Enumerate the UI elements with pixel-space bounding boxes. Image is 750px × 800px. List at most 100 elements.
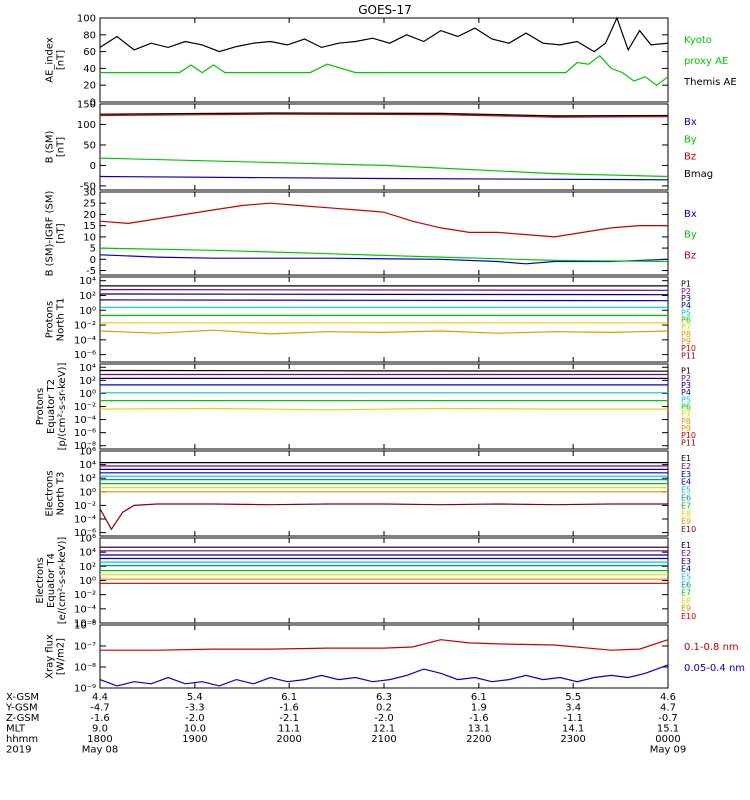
legend-e2: E2 [681, 549, 691, 558]
legend-e10: E10 [681, 612, 696, 621]
panel-4: 10⁻⁶ 10⁻⁴ 10⁻² 10⁰ 10² 10⁴ Protons North T1 P1P2… [45, 276, 696, 363]
y-tick-label: 10⁻² [74, 402, 96, 413]
y-tick-label: -5 [86, 266, 96, 277]
y-tick-label: 20 [83, 210, 96, 221]
x-axis-row-value: 13.1 [468, 724, 490, 735]
legend-p11: P11 [681, 351, 696, 360]
y-tick-label: 10⁻⁴ [74, 335, 96, 346]
y-axis-label: [nT] [56, 50, 67, 70]
series-line-by [99, 157, 669, 178]
y-tick-label: 10⁶ [79, 447, 96, 458]
panel-5: 10⁻⁸ 10⁻⁶ 10⁻⁴ 10⁻² 10⁰ 10² 10⁴ Protons Equator … [35, 363, 696, 453]
y-tick-label: 5 [90, 244, 96, 255]
x-axis-row-value: -2.1 [279, 713, 299, 724]
legend-e1: E1 [681, 541, 691, 550]
legend-bz: Bz [684, 250, 696, 261]
x-axis-row-value: -1.1 [563, 713, 583, 724]
panel-2: -50 0 50 100 150 B (SM) [nT] Bx By Bz Bmag [45, 100, 714, 193]
legend-p8: P8 [681, 330, 691, 339]
x-axis-row-value: -1.6 [90, 713, 110, 724]
legend-e9: E9 [681, 604, 691, 613]
panel-frame [99, 624, 669, 689]
legend-p11: P11 [681, 438, 696, 447]
legend-e3: E3 [681, 557, 691, 566]
series-line-p7 [99, 407, 668, 411]
series-line-kyoto-proxy-ae [100, 54, 669, 86]
y-tick-label: 10² [79, 474, 96, 485]
y-tick-label: 10⁻² [74, 321, 96, 332]
legend-themis-ae: Themis AE [683, 77, 737, 88]
legend-p6: P6 [681, 316, 691, 325]
x-axis-row-label: MLT [6, 724, 26, 735]
y-tick-label: 10⁻² [74, 590, 96, 601]
chart-title: GOES-17 [358, 3, 412, 17]
x-axis-row-value: 10.0 [184, 724, 206, 735]
x-axis-row-value: 6.1 [281, 692, 297, 703]
panel-1: 0 20 40 60 80 100 AE_index [nT] Kyoto proxy AE The… [45, 14, 737, 109]
y-axis-label: Equator T2 [46, 379, 57, 434]
x-axis-row-value: May 09 [650, 745, 687, 756]
x-axis-row-value: -0.7 [658, 713, 678, 724]
x-axis-row-value: 2200 [466, 734, 491, 745]
x-axis-row-value: -2.0 [185, 713, 205, 724]
x-axis-row-value: 12.1 [373, 724, 395, 735]
y-tick-label: 25 [83, 199, 96, 210]
legend-p10: P10 [681, 344, 696, 353]
legend-bx: Bx [684, 117, 697, 128]
y-axis-label: B (SM)-IGRF (SM) [45, 191, 56, 277]
y-tick-label: 10⁰ [79, 306, 96, 317]
y-tick-label: 10⁻⁴ [74, 604, 96, 615]
y-tick-label: 10² [79, 291, 96, 302]
y-tick-label: 10⁻⁶ [74, 350, 96, 361]
x-axis-row-value: 5.5 [565, 692, 581, 703]
y-tick-label: 15 [83, 221, 96, 232]
series-line-bz [99, 202, 668, 238]
series-line-bz [99, 113, 669, 118]
x-axis-row-value: 1800 [87, 734, 112, 745]
y-tick-label: 10⁻² [74, 501, 96, 512]
y-tick-label: 10⁻⁷ [74, 642, 96, 653]
x-axis-row-value: 2000 [276, 734, 301, 745]
series-line-bx [99, 175, 669, 181]
legend-e6: E6 [681, 580, 691, 589]
series-line-p1 [99, 369, 669, 372]
y-axis-label: Protons [35, 388, 46, 425]
legend-e5: E5 [681, 486, 691, 495]
legend-p2: P2 [681, 287, 691, 296]
legend-e4: E4 [681, 478, 691, 487]
legend-p2: P2 [681, 374, 691, 383]
x-axis-row-value: 1900 [182, 734, 207, 745]
x-axis-row-value: 0000 [655, 734, 680, 745]
y-tick-label: 80 [83, 30, 96, 41]
y-tick-label: 10⁰ [79, 576, 96, 587]
legend-p9: P9 [681, 337, 691, 346]
y-tick-label: 10² [79, 562, 96, 573]
y-tick-label: 10² [79, 376, 96, 387]
x-axis-row-value: -4.7 [90, 703, 110, 714]
y-tick-label: 10⁻⁶ [74, 619, 96, 630]
series-line-0-05-0-4-nm [99, 664, 669, 687]
y-tick-label: 10⁶ [79, 534, 96, 545]
legend-by: By [684, 134, 697, 145]
legend-e8: E8 [681, 596, 691, 605]
x-axis-row-value: -3.3 [185, 703, 205, 714]
x-axis-row-value: 0.2 [376, 703, 392, 714]
panel-frame [99, 17, 669, 103]
series-line-p3 [99, 293, 669, 296]
series-line-e10 [99, 503, 668, 531]
y-axis-label: Electrons [45, 470, 56, 516]
x-axis-row-value: 1.9 [471, 703, 487, 714]
legend-p1: P1 [681, 280, 691, 289]
y-axis-label: Protons [45, 301, 56, 338]
legend-bmag: Bmag [684, 169, 713, 180]
y-tick-label: 10⁻⁴ [74, 415, 96, 426]
legend-e9: E9 [681, 517, 691, 526]
y-tick-label: 150 [77, 100, 96, 111]
series-line-themis-ae [99, 16, 669, 53]
x-axis-row-label: X-GSM [6, 692, 39, 703]
y-tick-label: 100 [77, 120, 96, 131]
series-line-p2 [99, 289, 669, 291]
legend-e7: E7 [681, 588, 691, 597]
